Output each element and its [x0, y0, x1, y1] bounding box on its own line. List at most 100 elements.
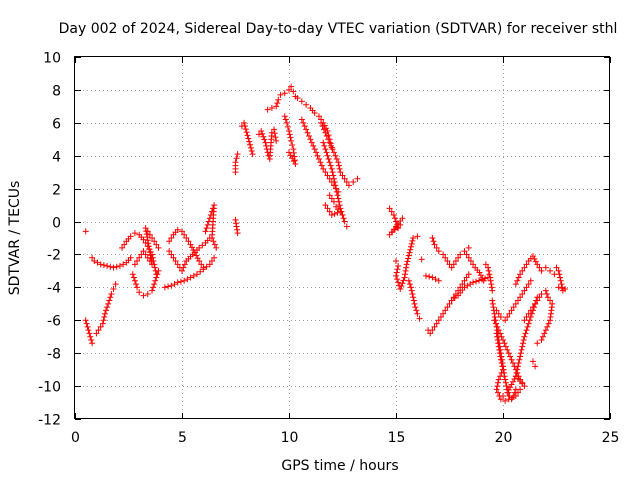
data-point	[510, 304, 517, 311]
data-point	[165, 283, 172, 290]
data-point	[131, 277, 138, 284]
data-point	[538, 290, 545, 297]
data-point	[234, 230, 241, 237]
data-point	[170, 254, 177, 261]
data-point	[515, 360, 522, 367]
data-point	[108, 290, 115, 297]
data-point	[482, 275, 489, 282]
data-point	[166, 238, 173, 245]
data-point	[508, 356, 515, 363]
data-point	[527, 307, 534, 314]
data-point	[154, 271, 161, 278]
data-point	[496, 346, 503, 353]
data-point	[525, 320, 532, 327]
y-tick-label: 10	[43, 51, 61, 67]
data-point	[521, 333, 528, 340]
x-tick-label: 10	[281, 430, 299, 446]
data-point	[320, 165, 327, 172]
data-point	[260, 133, 267, 140]
data-point	[502, 317, 509, 324]
data-point	[305, 132, 312, 139]
data-point	[422, 272, 429, 279]
data-point	[519, 267, 526, 274]
data-point	[211, 241, 218, 248]
data-point	[431, 323, 438, 330]
data-point	[544, 323, 551, 330]
data-point	[150, 284, 157, 291]
data-point	[211, 254, 218, 261]
data-point	[322, 129, 329, 136]
data-point	[197, 268, 204, 275]
data-point	[313, 149, 320, 156]
data-point	[519, 343, 526, 350]
data-point	[149, 261, 156, 268]
data-point	[174, 226, 181, 233]
data-point	[204, 221, 211, 228]
data-point	[507, 353, 514, 360]
data-point	[402, 271, 409, 278]
data-point	[405, 277, 412, 284]
data-point	[341, 218, 348, 225]
data-point	[246, 138, 253, 145]
data-point	[298, 116, 305, 123]
data-point	[523, 313, 530, 320]
data-point	[213, 244, 220, 251]
data-point	[91, 258, 98, 265]
data-point	[328, 142, 335, 149]
data-point	[534, 340, 541, 347]
data-point	[508, 307, 515, 314]
data-point	[287, 134, 294, 141]
data-point	[400, 277, 407, 284]
data-point	[414, 233, 421, 240]
data-point	[136, 254, 143, 261]
data-point	[476, 269, 483, 276]
data-point	[116, 262, 123, 269]
data-point	[393, 269, 400, 276]
data-point	[487, 277, 494, 284]
data-point	[495, 327, 502, 334]
data-point	[487, 274, 494, 281]
data-point	[283, 119, 290, 126]
data-point	[431, 241, 438, 248]
data-point	[504, 313, 511, 320]
data-point	[388, 208, 395, 215]
data-point	[311, 109, 318, 116]
data-point	[104, 262, 111, 269]
data-point	[166, 248, 173, 255]
data-point	[518, 346, 525, 353]
data-point	[504, 346, 511, 353]
data-point	[517, 386, 524, 393]
data-point	[262, 139, 269, 146]
data-point	[290, 88, 297, 95]
data-point	[486, 271, 493, 278]
data-point	[547, 297, 554, 304]
data-point	[326, 208, 333, 215]
data-point	[198, 261, 205, 268]
data-point	[273, 103, 280, 110]
data-point	[97, 323, 104, 330]
data-point	[247, 144, 254, 151]
data-point	[501, 340, 508, 347]
data-point	[489, 287, 496, 294]
data-point	[131, 261, 138, 268]
data-point	[496, 350, 503, 357]
data-point	[208, 258, 215, 265]
data-point	[86, 330, 93, 337]
data-point	[200, 264, 207, 271]
data-point	[519, 340, 526, 347]
data-point	[84, 323, 91, 330]
data-point	[317, 159, 324, 166]
data-point	[248, 147, 255, 154]
data-point	[406, 281, 413, 288]
data-point	[404, 258, 411, 265]
data-point	[524, 323, 531, 330]
data-point	[181, 261, 188, 268]
data-point	[470, 261, 477, 268]
data-point	[442, 307, 449, 314]
data-point	[174, 279, 181, 286]
data-point	[298, 98, 305, 105]
data-point	[514, 389, 521, 396]
data-point	[511, 375, 518, 382]
data-point	[155, 244, 162, 251]
data-point	[341, 175, 348, 182]
